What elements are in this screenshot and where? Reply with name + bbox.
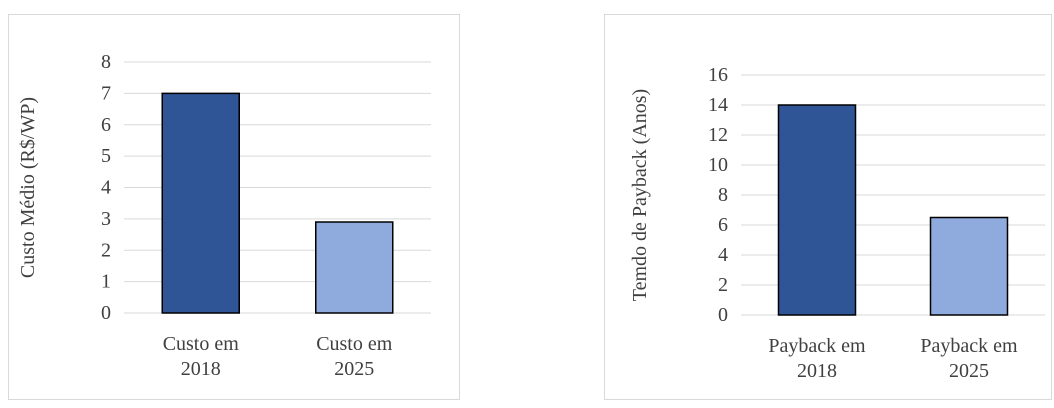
payback-y-tick-label: 12 [708,124,728,146]
payback-y-tick-label: 0 [718,304,728,326]
payback-y-tick-label: 14 [708,94,728,116]
custo-y-tick-label: 3 [101,208,111,230]
payback-bar-2 [929,216,1009,316]
custo-y-tick-label: 2 [101,239,111,261]
custo-y-tick-label: 1 [101,271,111,293]
custo-y-tick-label: 0 [101,302,111,324]
payback-x-tick-label: Payback em [768,335,866,357]
chart-panel-payback: 0 2 4 6 8 10 12 14 16 Temdo de Payback (Anos) Payb… [604,14,1052,400]
chart-panel-custo: 0 1 2 3 4 5 6 7 8 Custo Médio (R$/WP) Custo em 2018… [8,14,460,400]
custo-y-tick-label: 5 [101,145,111,167]
payback-x-tick-label: Payback em [920,335,1018,357]
payback-y-tick-label: 8 [718,184,728,206]
payback-x-tick-label: 2018 [797,360,837,382]
custo-bar-1 [161,92,240,314]
custo-bar-2 [315,221,394,314]
custo-x-tick-label: Custo em [163,333,240,355]
payback-y-tick-label: 6 [718,214,728,236]
chart-payback-svg: 0 2 4 6 8 10 12 14 16 Temdo de Payback (Anos) Payb… [629,64,1045,382]
chart-custo-svg: 0 1 2 3 4 5 6 7 8 Custo Médio (R$/WP) Custo em 2018… [17,51,431,380]
payback-x-tick-label: 2025 [949,360,989,382]
payback-bar-1 [777,104,857,316]
custo-x-tick-label: Custo em [316,333,393,355]
custo-y-tick-label: 8 [101,51,111,73]
custo-y-axis-label: Custo Médio (R$/WP) [17,97,39,278]
custo-x-tick-label: 2018 [181,358,221,380]
custo-x-tick-label: 2025 [334,358,374,380]
custo-y-tick-label: 7 [101,82,111,104]
payback-y-axis-label: Temdo de Payback (Anos) [629,89,651,301]
custo-y-tick-label: 6 [101,114,111,136]
payback-y-tick-label: 16 [708,64,728,86]
payback-y-tick-label: 10 [708,154,728,176]
custo-y-tick-label: 4 [101,177,111,199]
payback-y-tick-label: 2 [718,274,728,296]
payback-y-tick-label: 4 [718,244,728,266]
